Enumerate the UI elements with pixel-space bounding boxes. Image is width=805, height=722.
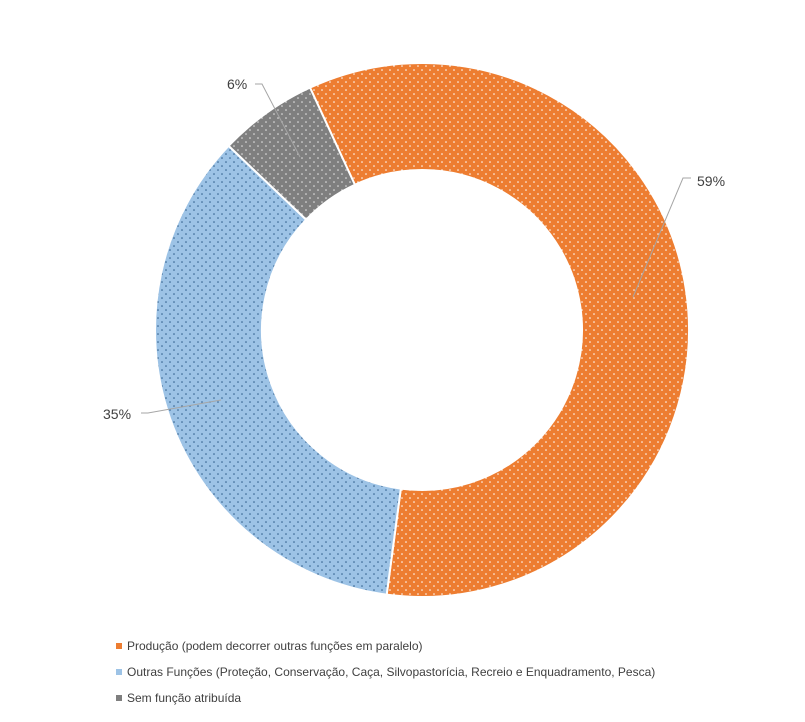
- data-label-sem-funcao-atribuida: 6%: [227, 76, 247, 92]
- data-label-outras-funcoes: 35%: [103, 406, 131, 422]
- legend-label-sem-funcao-atribuida: Sem função atribuída: [127, 691, 242, 705]
- leader-line-producao: [632, 177, 691, 298]
- leader-line-outras-funcoes: [141, 399, 222, 414]
- legend-label-outras-funcoes: Outras Funções (Proteção, Conservação, C…: [127, 665, 656, 679]
- legend-label-producao: Produção (podem decorrer outras funções …: [127, 639, 423, 653]
- slice-outras-funcoes: [154, 144, 402, 596]
- doughnut-chart: 59% 35% 6%: [103, 62, 725, 598]
- legend-marker-producao: [116, 643, 122, 649]
- data-label-producao: 59%: [697, 173, 725, 189]
- slice-sem-funcao-atribuida: [227, 86, 356, 221]
- leader-line-sem-funcao-atribuida: [255, 83, 301, 158]
- slice-producao: [309, 62, 690, 598]
- legend-marker-outras-funcoes: [116, 669, 122, 675]
- legend-marker-sem-funcao-atribuida: [116, 695, 122, 701]
